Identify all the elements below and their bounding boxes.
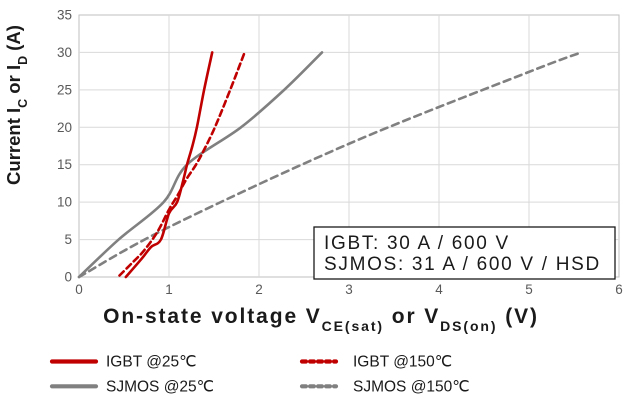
svg-text:5: 5 <box>64 232 72 247</box>
svg-text:IGBT @150℃: IGBT @150℃ <box>353 354 452 371</box>
svg-text:0: 0 <box>64 270 72 285</box>
svg-text:35: 35 <box>57 8 72 23</box>
svg-text:25: 25 <box>57 82 72 97</box>
svg-text:IGBT @25℃: IGBT @25℃ <box>106 354 197 371</box>
svg-text:15: 15 <box>57 157 72 172</box>
svg-text:3: 3 <box>345 282 353 297</box>
svg-text:30: 30 <box>57 45 72 60</box>
svg-text:IGBT: 30 A / 600 V: IGBT: 30 A / 600 V <box>324 233 510 254</box>
svg-text:1: 1 <box>165 282 173 297</box>
svg-text:SJMOS @150℃: SJMOS @150℃ <box>353 378 470 395</box>
svg-text:0: 0 <box>75 282 83 297</box>
svg-text:2: 2 <box>255 282 263 297</box>
svg-text:4: 4 <box>435 282 443 297</box>
svg-text:SJMOS: 31 A / 600 V / HSD: SJMOS: 31 A / 600 V / HSD <box>324 254 601 275</box>
svg-text:20: 20 <box>57 120 72 135</box>
svg-text:SJMOS @25℃: SJMOS @25℃ <box>106 378 214 395</box>
svg-text:5: 5 <box>525 282 533 297</box>
svg-text:10: 10 <box>57 195 72 210</box>
svg-text:6: 6 <box>615 282 623 297</box>
